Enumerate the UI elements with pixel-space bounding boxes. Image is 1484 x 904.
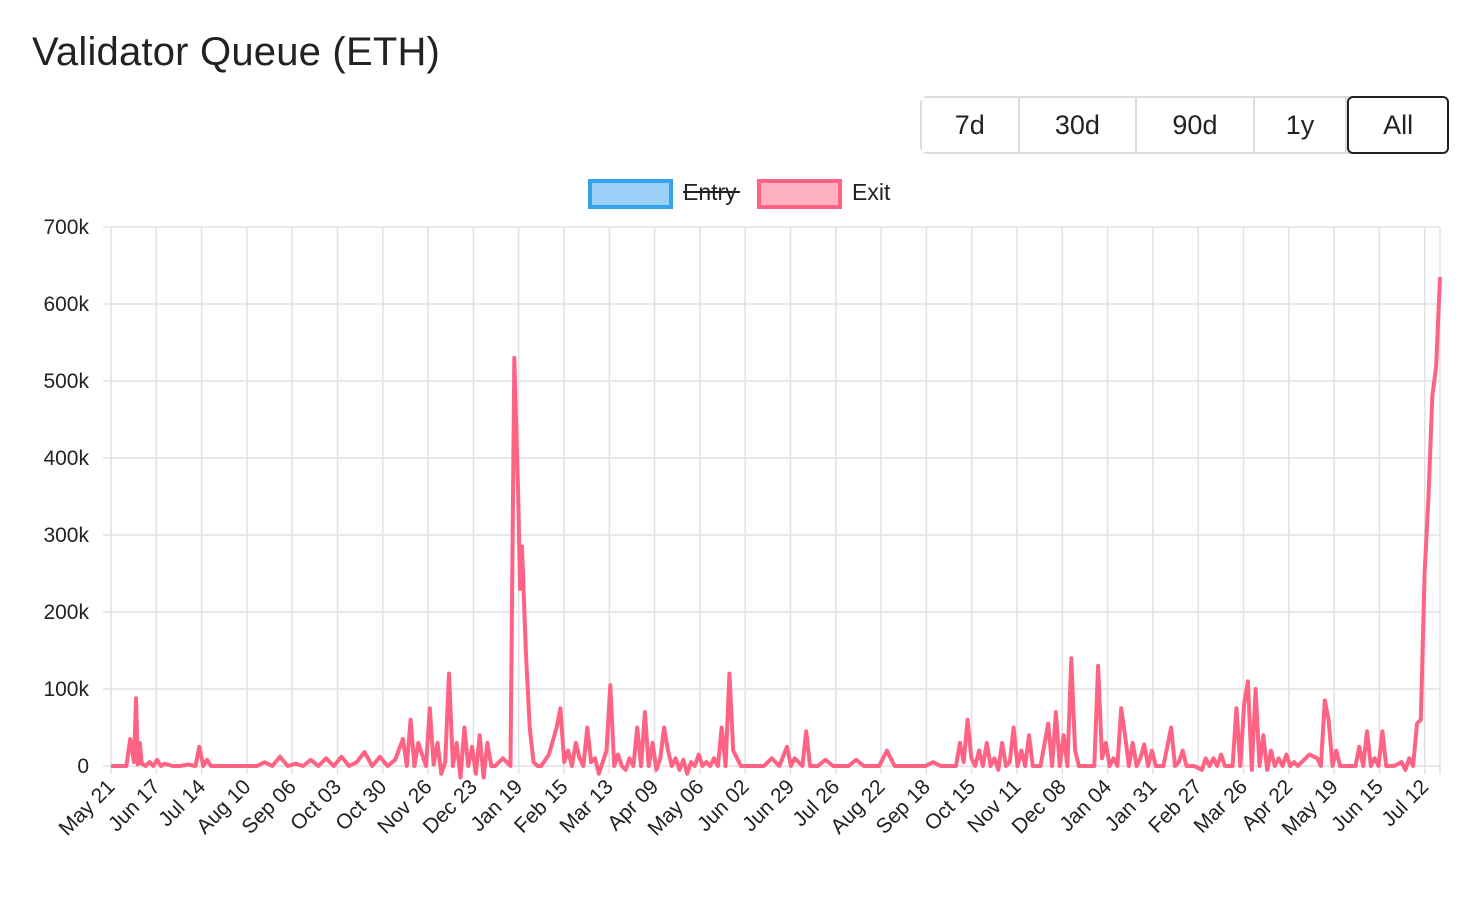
x-tick-label: Jun 29	[738, 775, 799, 836]
range-7d-button[interactable]: 7d	[922, 98, 1020, 152]
legend-label-exit: Exit	[852, 179, 891, 205]
legend-item-entry[interactable]: Entry	[588, 179, 740, 209]
x-tick-label: May 21	[55, 775, 120, 840]
page-title: Validator Queue (ETH)	[32, 30, 441, 74]
y-tick-label: 700k	[43, 216, 89, 239]
y-tick-label: 0	[77, 755, 89, 778]
legend-swatch-entry	[588, 179, 673, 209]
range-all-button[interactable]: All	[1347, 96, 1449, 154]
chart-series	[111, 277, 1442, 780]
x-tick-label: Jul 12	[1377, 775, 1433, 831]
y-tick-label: 200k	[43, 601, 89, 624]
range-1y-button[interactable]: 1y	[1254, 98, 1348, 152]
time-range-selector: 7d 30d 90d 1y All	[920, 96, 1449, 154]
chart-legend: Entry Exit	[588, 179, 891, 209]
series-line-exit	[111, 277, 1442, 780]
y-axis-ticks: 0 100k 200k 300k 400k 500k 600k 700k	[43, 216, 89, 778]
chart-grid	[103, 226, 1441, 774]
range-90d-button[interactable]: 90d	[1137, 98, 1255, 152]
x-tick-label: Oct 03	[286, 775, 346, 835]
x-tick-label: Jun 17	[104, 775, 165, 836]
y-tick-label: 400k	[43, 447, 89, 470]
legend-swatch-exit	[757, 179, 842, 209]
y-tick-label: 500k	[43, 370, 89, 393]
y-tick-label: 300k	[43, 524, 89, 547]
y-tick-label: 100k	[43, 678, 89, 701]
x-tick-label: Jun 15	[1327, 775, 1388, 836]
y-tick-label: 600k	[43, 293, 89, 316]
legend-item-exit[interactable]: Exit	[757, 179, 891, 209]
range-30d-button[interactable]: 30d	[1019, 98, 1138, 152]
